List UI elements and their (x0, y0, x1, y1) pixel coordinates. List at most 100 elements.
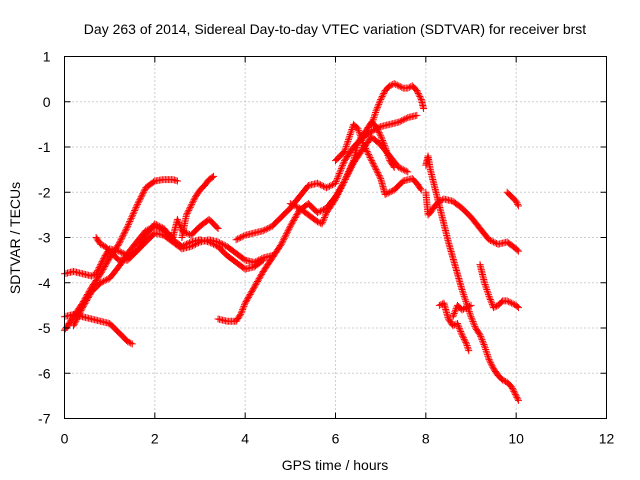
data-point-marker (283, 228, 291, 236)
data-point-marker (466, 309, 474, 317)
data-point-marker (376, 173, 384, 181)
data-point-marker (511, 389, 519, 397)
data-point-marker (370, 112, 378, 120)
data-point-marker (341, 146, 349, 154)
data-point-marker (459, 305, 467, 313)
data-point-marker (133, 247, 141, 255)
data-point-marker (499, 376, 507, 384)
data-point-marker (123, 224, 131, 232)
data-point-marker (135, 243, 143, 251)
data-point-marker (470, 319, 478, 327)
data-point-marker (89, 271, 97, 279)
data-point-marker (102, 260, 110, 268)
series-track-12 (422, 152, 522, 404)
data-point-marker (187, 202, 195, 210)
data-point-marker (185, 205, 193, 213)
data-point-marker (459, 334, 467, 342)
data-point-marker (318, 206, 326, 214)
data-point-marker (359, 138, 367, 146)
data-point-marker (71, 319, 79, 327)
data-point-marker (258, 257, 266, 265)
data-point-marker (477, 332, 485, 340)
data-point-marker (148, 224, 156, 232)
data-point-marker (390, 163, 398, 171)
data-point-marker (376, 97, 384, 105)
data-point-marker (488, 362, 496, 370)
data-point-marker (290, 215, 298, 223)
data-point-marker (277, 240, 285, 248)
x-tick-label: 4 (241, 431, 249, 447)
data-point-marker (393, 81, 401, 89)
data-point-marker (395, 118, 403, 126)
data-layer (61, 80, 522, 404)
data-point-marker (510, 387, 518, 395)
data-point-marker (154, 224, 162, 232)
data-point-marker (340, 178, 348, 186)
data-point-marker (175, 220, 183, 228)
data-point-marker (372, 166, 380, 174)
data-point-marker (368, 158, 376, 166)
data-point-marker (485, 356, 493, 364)
data-point-marker (129, 211, 137, 219)
series-track-16 (476, 261, 522, 312)
data-point-marker (458, 306, 466, 314)
data-point-marker (373, 104, 381, 112)
data-point-marker (283, 230, 291, 238)
data-point-marker (100, 264, 108, 272)
data-point-marker (134, 246, 142, 254)
data-point-marker (315, 208, 323, 216)
data-point-marker (179, 242, 187, 250)
data-point-marker (188, 200, 196, 208)
data-point-marker (342, 174, 350, 182)
data-point-marker (100, 255, 108, 263)
data-point-marker (127, 339, 135, 347)
data-point-marker (319, 182, 327, 190)
data-point-marker (366, 154, 374, 162)
data-point-marker (332, 179, 339, 187)
data-point-marker (371, 164, 379, 172)
y-tick-label: 1 (43, 49, 51, 65)
data-point-marker (488, 299, 496, 307)
data-point-marker (253, 279, 261, 287)
data-point-marker (337, 184, 345, 192)
data-point-marker (378, 92, 386, 100)
data-point-marker (98, 278, 106, 286)
data-point-marker (322, 210, 330, 218)
data-point-marker (124, 221, 132, 229)
data-point-marker (328, 181, 336, 189)
data-point-marker (342, 142, 350, 150)
data-point-marker (374, 126, 382, 134)
series-track-8 (232, 111, 421, 244)
data-point-marker (245, 292, 253, 300)
series-track-5 (70, 215, 222, 330)
data-point-marker (460, 292, 468, 300)
data-point-marker (367, 155, 375, 163)
data-point-marker (404, 168, 412, 176)
data-point-marker (481, 279, 489, 287)
data-point-marker (392, 80, 400, 88)
data-point-marker (335, 171, 343, 179)
data-point-marker (490, 304, 498, 312)
data-point-marker (130, 208, 138, 216)
data-point-marker (333, 176, 341, 184)
data-point-marker (500, 377, 508, 385)
data-point-marker (485, 292, 493, 300)
data-point-marker (251, 282, 259, 290)
data-point-marker (348, 160, 356, 168)
data-point-marker (374, 102, 382, 110)
data-point-marker (293, 211, 301, 219)
data-point-marker (347, 161, 355, 169)
data-point-marker (249, 286, 257, 294)
data-point-marker (335, 187, 343, 195)
data-point-marker (140, 188, 148, 196)
data-point-marker (76, 310, 84, 318)
data-point-marker (292, 203, 300, 211)
data-point-marker (246, 290, 254, 298)
data-point-marker (97, 240, 105, 248)
data-point-marker (244, 295, 252, 303)
data-point-marker (240, 232, 248, 240)
data-point-marker (102, 261, 110, 269)
data-point-marker (219, 240, 227, 248)
data-point-marker (458, 286, 466, 294)
data-point-marker (467, 301, 475, 309)
